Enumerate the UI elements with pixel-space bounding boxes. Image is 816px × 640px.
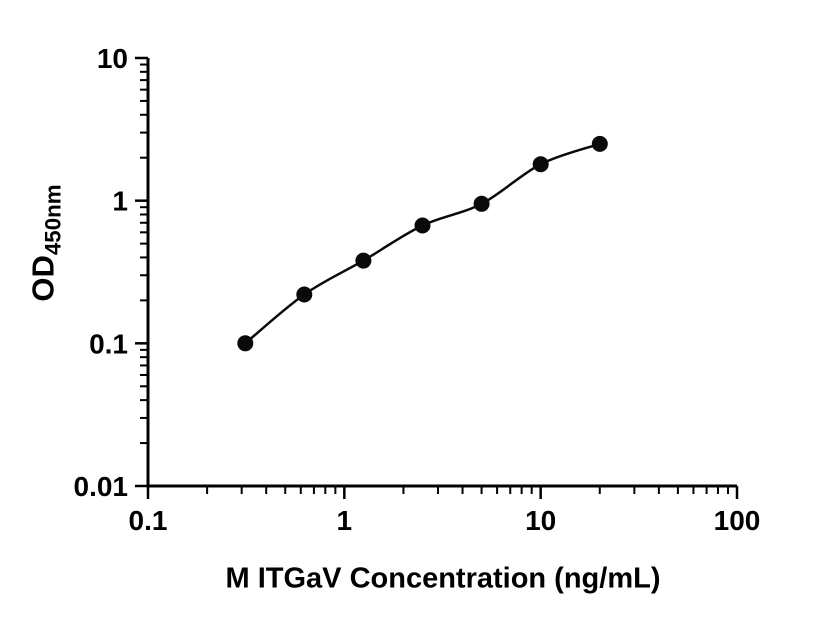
data-point [355, 252, 372, 269]
data-point [473, 195, 490, 212]
data-point [296, 286, 313, 303]
x-axis-title: M ITGaV Concentration (ng/mL) [225, 562, 661, 595]
data-point [591, 135, 608, 152]
x-tick-label: 100 [714, 505, 761, 536]
y-axis-title: OD450nm [25, 184, 66, 301]
y-tick-label: 10 [97, 43, 128, 74]
data-point [532, 156, 549, 173]
x-tick-label: 10 [525, 505, 556, 536]
y-tick-label: 0.1 [89, 328, 128, 359]
y-axis-title-subscript: 450nm [40, 184, 66, 256]
x-tick-label: 1 [337, 505, 353, 536]
y-axis-title-text: OD [25, 255, 61, 302]
data-point [414, 217, 431, 234]
y-tick-label: 1 [112, 186, 128, 217]
fit-curve [244, 142, 601, 345]
y-tick-label: 0.01 [74, 471, 129, 502]
x-tick-label: 0.1 [129, 505, 168, 536]
data-point [237, 335, 254, 352]
